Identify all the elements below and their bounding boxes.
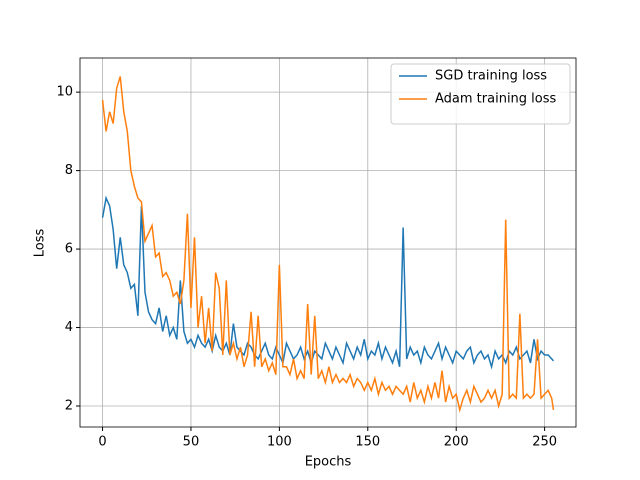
plot-frame <box>79 57 577 428</box>
y-tick-label: 2 <box>65 399 73 414</box>
legend-box <box>390 63 571 125</box>
x-tick-label: 0 <box>98 435 106 450</box>
legend-label: Adam training loss <box>435 92 557 107</box>
y-tick-label: 4 <box>65 320 73 335</box>
x-axis-label: Epochs <box>305 455 352 470</box>
series-line <box>101 76 555 413</box>
x-tick-label: 150 <box>355 435 380 450</box>
x-tick-label: 200 <box>444 435 469 450</box>
y-tick-label: 6 <box>65 242 73 257</box>
series-line <box>101 195 555 370</box>
legend-label: SGD training loss <box>435 69 547 84</box>
y-axis-label: Loss <box>33 229 48 258</box>
x-tick-label: 50 <box>183 435 200 450</box>
y-tick-label: 8 <box>65 163 73 178</box>
x-tick-label: 250 <box>532 435 557 450</box>
y-tick-label: 10 <box>56 85 73 100</box>
x-tick-label: 100 <box>267 435 292 450</box>
